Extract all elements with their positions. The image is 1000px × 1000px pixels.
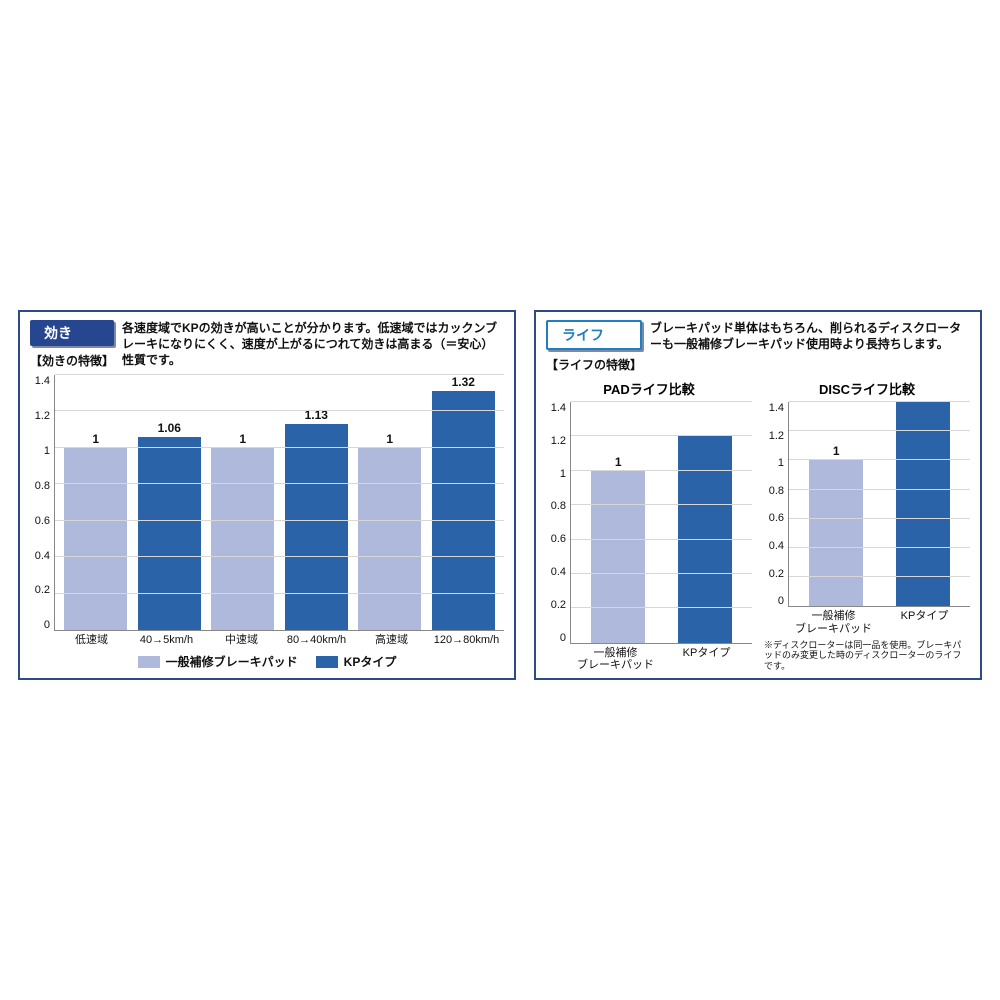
ytick-label: 0.4: [546, 566, 566, 578]
figure-stage: 効き 【効きの特徴】 各速度域でKPの効きが高いことが分かります。低速域ではカッ…: [18, 310, 982, 680]
bar: [358, 448, 421, 630]
legend-label: 一般補修ブレーキパッド: [166, 653, 298, 670]
ytick-label: 1: [546, 468, 566, 480]
chart-effectiveness: 00.20.40.60.811.21.4 11.0611.1311.32 低速域…: [30, 375, 504, 672]
panel-header: 効き 【効きの特徴】 各速度域でKPの効きが高いことが分かります。低速域ではカッ…: [30, 320, 504, 369]
ytick-label: 0: [30, 619, 50, 631]
bar-value-label: 1.06: [158, 421, 181, 435]
ytick-label: 0.2: [30, 584, 50, 596]
yaxis-pad: 0 0.2 0.4 0.6 0.8 1 1.2 1.4: [546, 402, 570, 644]
xtick-label: KPタイプ: [661, 644, 752, 672]
ytick-label: 0.6: [30, 515, 50, 527]
xtick-label: 120→80km/h: [429, 631, 504, 647]
ytick-label: 0.6: [764, 512, 784, 524]
xtick-label: 低速域: [54, 631, 129, 647]
xtick-label: 一般補修ブレーキパッド: [788, 607, 879, 635]
bar: [138, 437, 201, 630]
bar-value-label: 1: [386, 432, 393, 446]
bar: [591, 471, 645, 643]
xtick-label: 40→5km/h: [129, 631, 204, 647]
ytick-label: 1.2: [764, 430, 784, 442]
bar: [285, 424, 348, 630]
panel-life: ライフ 【ライフの特徴】 ブレーキパッド単体はもちろん、削られるディスクローター…: [534, 310, 982, 680]
xaxis-disc: 一般補修ブレーキパッドKPタイプ: [764, 607, 970, 635]
bar-value-label: 1: [615, 455, 622, 469]
xtick-label: 一般補修ブレーキパッド: [570, 644, 661, 672]
legend-swatch: [138, 656, 160, 668]
footnote-disc: ※ディスクローターは同一品を使用。ブレーキパッドのみ変更した時のディスクローター…: [764, 636, 970, 672]
legend-swatch: [316, 656, 338, 668]
ytick-label: 0.8: [30, 480, 50, 492]
ytick-label: 1.4: [764, 402, 784, 414]
xaxis-pad: 一般補修ブレーキパッドKPタイプ: [546, 644, 752, 672]
subheader-effectiveness: 【効きの特徴】: [30, 352, 114, 369]
chart-title-disc: DISCライフ比較: [764, 379, 970, 398]
badge-life: ライフ: [546, 320, 642, 350]
ytick-label: 1.4: [30, 375, 50, 387]
description-effectiveness: 各速度域でKPの効きが高いことが分かります。低速域ではカックンブレーキになりにく…: [122, 320, 504, 369]
bar-value-label: 1.32: [452, 375, 475, 389]
ytick-label: 0.8: [546, 500, 566, 512]
ytick-label: 1.2: [30, 410, 50, 422]
legend-label: KPタイプ: [344, 653, 397, 670]
chart-pad-life: PADライフ比較 0 0.2 0.4 0.6 0.8 1 1.2 1.4 1 一般補修ブレーキ…: [546, 379, 752, 672]
panel-effectiveness: 効き 【効きの特徴】 各速度域でKPの効きが高いことが分かります。低速域ではカッ…: [18, 310, 516, 680]
badge-effectiveness: 効き: [30, 320, 114, 346]
bar-value-label: 1: [92, 432, 99, 446]
legend-item: 一般補修ブレーキパッド: [138, 653, 298, 670]
ytick-label: 0: [764, 595, 784, 607]
yaxis-disc: 0 0.2 0.4 0.6 0.8 1 1.2 1.4: [764, 402, 788, 607]
bar: [211, 448, 274, 630]
ytick-label: 1: [764, 457, 784, 469]
ytick-label: 1: [30, 445, 50, 457]
ytick-label: 1.2: [546, 435, 566, 447]
plot-disc: 1: [788, 402, 970, 607]
ytick-label: 0.6: [546, 533, 566, 545]
xaxis-left: 低速域40→5km/h中速域80→40km/h高速域120→80km/h: [30, 631, 504, 647]
bar: [64, 448, 127, 630]
xtick-label: KPタイプ: [879, 607, 970, 635]
description-life: ブレーキパッド単体はもちろん、削られるディスクローターも一般補修ブレーキパッド使…: [650, 320, 970, 352]
chart-disc-life: DISCライフ比較 0 0.2 0.4 0.6 0.8 1 1.2 1.4 1 一般補修ブレー…: [764, 379, 970, 672]
plot-pad: 1: [570, 402, 752, 644]
ytick-label: 0.4: [30, 550, 50, 562]
chart-title-pad: PADライフ比較: [546, 379, 752, 398]
ytick-label: 0.2: [546, 599, 566, 611]
legend-left: 一般補修ブレーキパッド KPタイプ: [30, 647, 504, 672]
ytick-label: 0.2: [764, 568, 784, 580]
xtick-label: 高速域: [354, 631, 429, 647]
plot-left: 11.0611.1311.32: [54, 375, 504, 631]
yaxis-left: 0 0.2 0.4 0.6 0.8 1 1.2 1.4: [30, 375, 54, 631]
panel-header-life: ライフ 【ライフの特徴】 ブレーキパッド単体はもちろん、削られるディスクローター…: [546, 320, 970, 373]
bar-value-label: 1: [239, 432, 246, 446]
ytick-label: 0.4: [764, 540, 784, 552]
bar: [809, 460, 863, 606]
ytick-label: 1.4: [546, 402, 566, 414]
xtick-label: 中速域: [204, 631, 279, 647]
xtick-label: 80→40km/h: [279, 631, 354, 647]
subheader-life: 【ライフの特徴】: [546, 356, 642, 373]
bar: [432, 391, 495, 630]
bar-value-label: 1: [833, 444, 840, 458]
ytick-label: 0.8: [764, 485, 784, 497]
ytick-label: 0: [546, 632, 566, 644]
legend-item: KPタイプ: [316, 653, 397, 670]
